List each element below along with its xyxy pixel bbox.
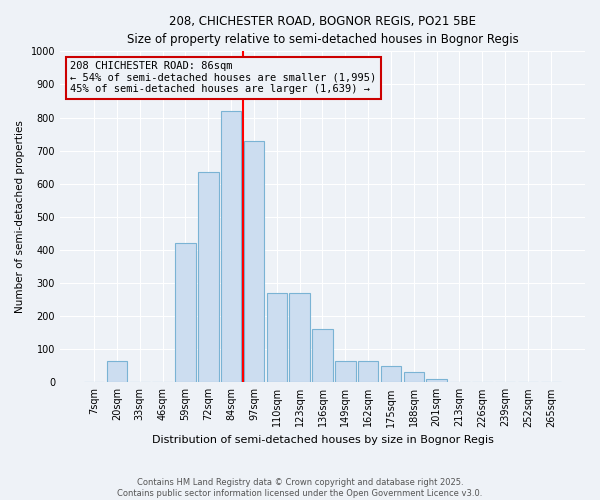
Bar [198, 172, 218, 382]
Y-axis label: Number of semi-detached properties: Number of semi-detached properties [15, 120, 25, 314]
Bar [380, 366, 401, 382]
Title: 208, CHICHESTER ROAD, BOGNOR REGIS, PO21 5BE
Size of property relative to semi-d: 208, CHICHESTER ROAD, BOGNOR REGIS, PO21… [127, 15, 518, 46]
Bar [221, 111, 241, 382]
Text: Contains HM Land Registry data © Crown copyright and database right 2025.
Contai: Contains HM Land Registry data © Crown c… [118, 478, 482, 498]
Bar [289, 293, 310, 382]
Bar [175, 244, 196, 382]
Bar [335, 361, 356, 382]
Bar [266, 293, 287, 382]
Bar [358, 361, 379, 382]
Bar [427, 379, 447, 382]
Bar [107, 361, 127, 382]
X-axis label: Distribution of semi-detached houses by size in Bognor Regis: Distribution of semi-detached houses by … [152, 435, 493, 445]
Text: 208 CHICHESTER ROAD: 86sqm
← 54% of semi-detached houses are smaller (1,995)
45%: 208 CHICHESTER ROAD: 86sqm ← 54% of semi… [70, 62, 377, 94]
Bar [312, 330, 333, 382]
Bar [404, 372, 424, 382]
Bar [244, 140, 264, 382]
